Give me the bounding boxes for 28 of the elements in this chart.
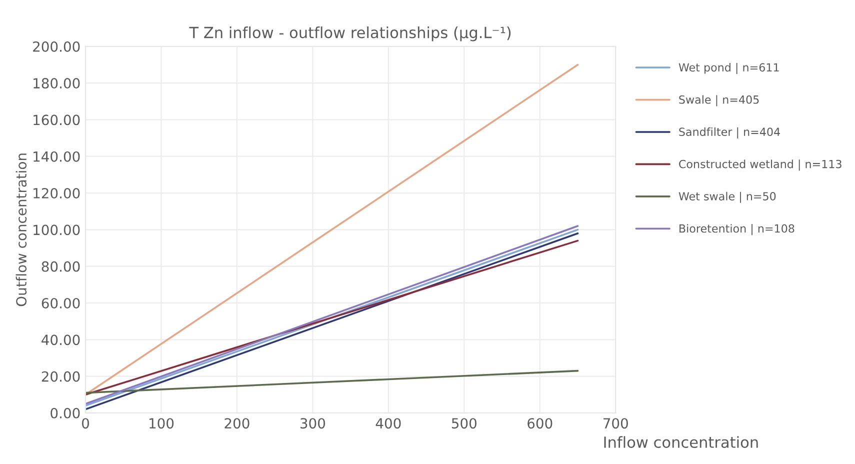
x-tick-label: 600 bbox=[528, 418, 552, 429]
y-tick-label: 160.00 bbox=[34, 114, 80, 126]
y-tick-label: 200.00 bbox=[33, 41, 80, 52]
y-tick-label: 60.00 bbox=[42, 298, 80, 308]
legend-label: Wet pond | n=611 bbox=[678, 62, 779, 74]
chart-title: T Zn inflow - outflow relationships (µg.L⁻¹) bbox=[189, 26, 511, 42]
y-tick-label: 100.00 bbox=[34, 224, 80, 236]
x-tick-label: 500 bbox=[452, 418, 476, 429]
y-tick-label: 20.00 bbox=[42, 371, 80, 382]
y-tick-label: 180.00 bbox=[34, 78, 80, 89]
x-tick-label: 100 bbox=[150, 418, 174, 429]
legend-label: Constructed wetland | n=113 bbox=[679, 160, 842, 171]
legend-label: Bioretention | n=108 bbox=[680, 224, 794, 236]
legend-label: Wet swale | n=50 bbox=[678, 192, 776, 203]
y-tick-label: 40.00 bbox=[42, 334, 80, 346]
x-axis-title: Inflow concentration bbox=[604, 436, 758, 448]
x-tick-label: 0 bbox=[82, 418, 89, 429]
y-tick-label: 120.00 bbox=[34, 188, 80, 198]
x-tick-label: 400 bbox=[376, 418, 401, 429]
legend-label: Swale | n=405 bbox=[679, 95, 759, 106]
x-tick-label: 300 bbox=[300, 418, 326, 429]
y-tick-label: 80.00 bbox=[42, 261, 80, 272]
x-tick-label: 200 bbox=[224, 418, 250, 429]
x-tick-label: 700 bbox=[603, 418, 628, 429]
y-tick-label: 140.00 bbox=[34, 151, 80, 162]
y-tick-label: 0.00 bbox=[50, 408, 80, 418]
legend-label: Sandfilter | n=404 bbox=[679, 127, 780, 138]
y-axis-title: Outflow concentration bbox=[16, 154, 27, 306]
